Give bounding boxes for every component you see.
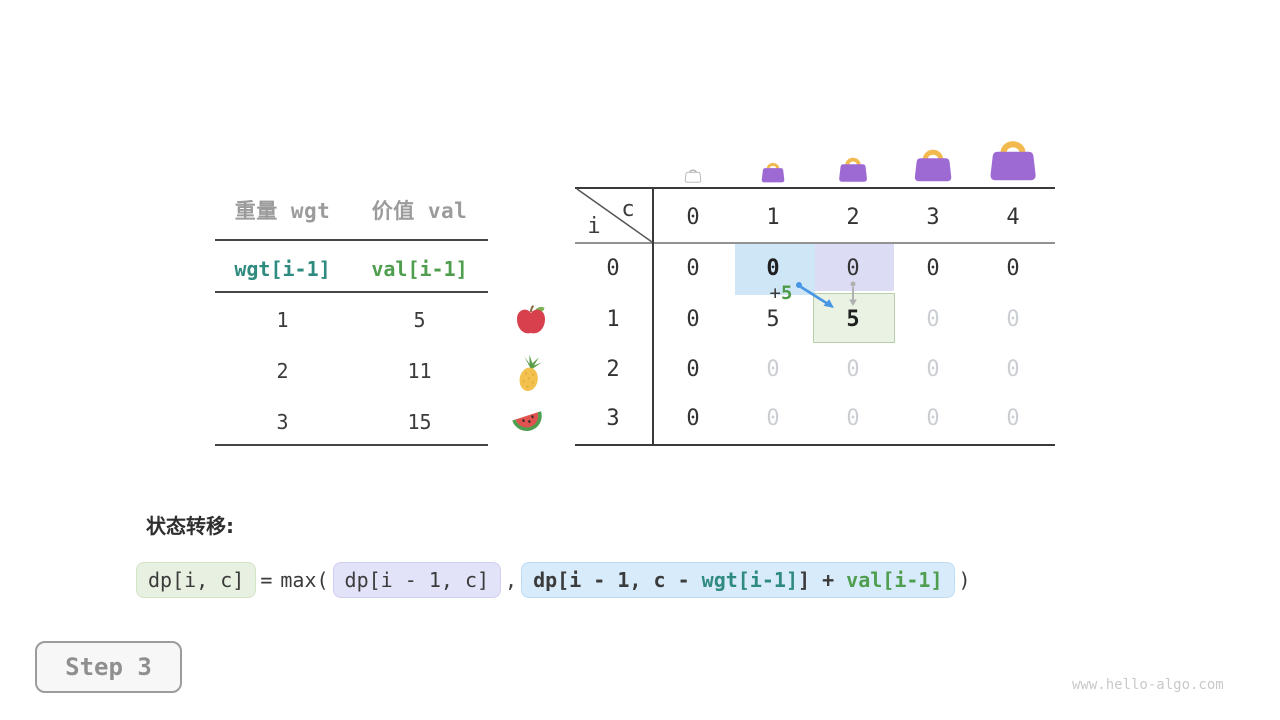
dp-rule-top	[575, 187, 1055, 189]
dp-row-header-2: 2	[606, 357, 620, 382]
dp-cell-3-2: 0	[846, 406, 860, 431]
step-button[interactable]: Step 3	[35, 641, 182, 693]
formula-close-paren: )	[958, 568, 971, 592]
dp-col-header-2: 2	[846, 205, 860, 230]
items-col-header-weight: 重量 wgt	[234, 199, 331, 223]
formula-lhs-chip: dp[i, c]	[136, 562, 257, 598]
dp-cell-1-0: 0	[686, 307, 700, 332]
pineapple-icon	[519, 354, 542, 391]
items-table-rule-bottom	[215, 444, 488, 446]
dp-row-header-0: 0	[606, 256, 620, 281]
transfer-arrow-blue	[796, 282, 834, 308]
dp-corner-col-label: c	[621, 197, 635, 222]
dp-rule-vertical	[652, 187, 654, 446]
dp-col-header-4: 4	[1006, 205, 1020, 230]
dp-cell-1-4: 0	[1006, 307, 1020, 332]
option2-wgt-term: wgt[i-1]	[701, 568, 798, 592]
dp-corner-row-label: i	[587, 214, 601, 239]
dp-cell-0-3: 0	[926, 256, 940, 281]
items-table-rule-top	[215, 239, 488, 241]
items-table-rule-mid	[215, 291, 488, 293]
formula-option1-chip: dp[i - 1, c]	[332, 562, 502, 598]
formula-option2-chip: dp[i - 1, c - wgt[i-1]] + val[i-1]	[521, 562, 955, 598]
dp-cell-2-1: 0	[766, 357, 780, 382]
items-index-wgt: wgt[i-1]	[234, 257, 331, 281]
transfer-arrow-gray	[849, 281, 857, 306]
dp-cell-2-2: 0	[846, 357, 860, 382]
item-1-value: 5	[413, 308, 426, 332]
dp-cell-3-4: 0	[1006, 406, 1020, 431]
dp-cell-1-1: 5	[766, 307, 780, 332]
watermelon-icon	[512, 411, 542, 431]
dp-cell-3-1: 0	[766, 406, 780, 431]
formula-equals: =	[260, 568, 273, 592]
dp-cell-0-1: 0	[766, 256, 780, 281]
highlight-target-cell	[813, 293, 895, 343]
bag-small-icon	[761, 162, 785, 183]
dp-cell-2-4: 0	[1006, 357, 1020, 382]
formula-max-open: max(	[280, 568, 329, 592]
dp-cell-1-3: 0	[926, 307, 940, 332]
dp-row-header-1: 1	[606, 307, 620, 332]
dp-cell-0-0: 0	[686, 256, 700, 281]
option2-prefix: dp[i - 1, c -	[533, 568, 702, 592]
dp-cell-3-0: 0	[686, 406, 700, 431]
transfer-arrows	[796, 281, 857, 308]
dp-col-header-3: 3	[926, 205, 940, 230]
transition-label: 状态转移:	[146, 514, 234, 538]
dp-cell-0-2: 0	[846, 256, 860, 281]
dp-cell-1-2: 5	[846, 307, 860, 332]
watermark: www.hello-algo.com	[1072, 677, 1224, 693]
item-1-weight: 1	[276, 308, 289, 332]
dp-cell-2-3: 0	[926, 357, 940, 382]
bag-medium-icon	[839, 157, 867, 182]
dp-col-header-0: 0	[686, 205, 700, 230]
item-3-weight: 3	[276, 410, 289, 434]
items-index-val: val[i-1]	[371, 257, 468, 281]
bag-large-icon	[914, 149, 952, 182]
option2-bracket: ]	[798, 568, 811, 592]
plus-value: 5	[781, 282, 793, 304]
item-2-weight: 2	[276, 359, 289, 383]
dp-col-header-1: 1	[766, 205, 780, 230]
bag-xlarge-icon	[990, 141, 1036, 181]
apple-icon	[517, 305, 545, 334]
dp-corner-diagonal	[576, 188, 653, 243]
dp-cell-3-3: 0	[926, 406, 940, 431]
dp-rule-bottom	[575, 444, 1055, 446]
items-col-header-value: 价值 val	[371, 199, 468, 223]
option2-plus: +	[810, 568, 847, 592]
empty-bag-icon	[684, 169, 702, 183]
plus-sign: +	[769, 282, 781, 304]
dp-rule-header	[575, 242, 1055, 244]
item-3-value: 15	[407, 410, 432, 434]
dp-cell-0-4: 0	[1006, 256, 1020, 281]
item-2-value: 11	[407, 359, 432, 383]
option2-val-term: val[i-1]	[846, 568, 943, 592]
transition-formula: dp[i, c] = max( dp[i - 1, c] , dp[i - 1,…	[136, 562, 975, 598]
dp-row-header-3: 3	[606, 406, 620, 431]
dp-cell-2-0: 0	[686, 357, 700, 382]
add-value-annotation: +5	[760, 281, 802, 305]
formula-comma: ,	[505, 568, 518, 592]
